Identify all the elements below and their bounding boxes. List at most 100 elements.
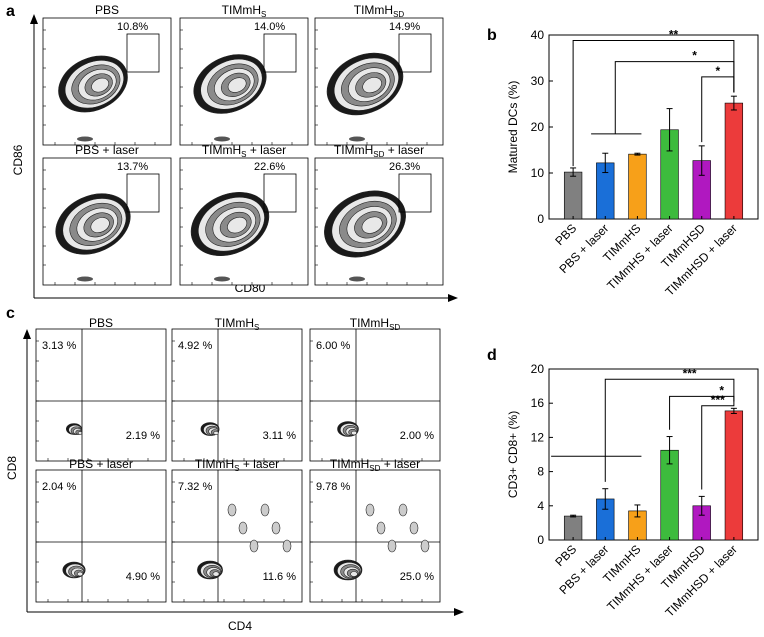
contour-ring [77, 136, 93, 142]
gate-percentage: 26.3% [389, 161, 420, 173]
contour-ring [351, 430, 357, 436]
contour-ring [409, 521, 419, 535]
flow-plot-a-3: TIMmHSD 14.9% [314, 3, 444, 146]
significance-label: *** [711, 393, 725, 407]
flow-plot-a-title: TIMmHSD [354, 3, 405, 19]
bar-3 [628, 153, 647, 220]
contour-ring [350, 571, 358, 577]
flow-plot-a-4: PBS + laser 13.7% [42, 143, 172, 286]
quadrant-upper-left-value: 7.32 % [178, 481, 212, 493]
flow-plot-a-title-sub: S [261, 10, 266, 19]
quadrant-upper-left-value: 6.00 % [316, 340, 350, 352]
contour-ring [282, 539, 292, 553]
panel-label-d: d [487, 347, 497, 364]
contour-ring [361, 216, 383, 234]
contour-ring [387, 539, 397, 553]
flow-plot-a-title-sub: S [241, 150, 246, 159]
panel-c-xlabel: CD4 [228, 619, 252, 633]
contour-ring [271, 521, 281, 535]
panel-c-axes [23, 329, 464, 616]
plot-frame [35, 469, 167, 603]
contour-ring [214, 136, 230, 142]
quadrant-upper-left-value: 3.13 % [42, 340, 76, 352]
flow-plot-c-title: TIMmHS [215, 316, 260, 332]
contour-ring [349, 136, 365, 142]
significance-label: * [692, 49, 697, 63]
contour-ring [365, 503, 375, 517]
flow-plot-a-title-main: TIMmH [222, 3, 261, 17]
contour-ring [349, 276, 365, 282]
panel-label-c: c [6, 305, 15, 322]
gate-percentage: 14.9% [389, 21, 420, 33]
gate-box [126, 173, 160, 213]
significance-bracket [701, 401, 735, 490]
flow-plot-a-title-main: TIMmH [354, 3, 393, 17]
plot-frame [309, 328, 441, 462]
flow-plot-c-title-sub: SD [369, 464, 380, 473]
flow-plot-c-title: TIMmHSD + laser [330, 457, 420, 473]
flow-plot-a-5: TIMmHS + laser 22.6% [179, 143, 309, 286]
gate-percentage: 14.0% [254, 21, 285, 33]
plot-frame [548, 368, 759, 541]
flow-plot-c-title-suffix: + laser [380, 457, 420, 471]
flow-plot-c-title: TIMmHS + laser [195, 457, 279, 473]
y-tick-label: 40 [531, 28, 545, 42]
y-tick-label: 10 [531, 166, 545, 180]
gate-box [398, 33, 432, 73]
flow-plot-c-1: PBS 3.13 % 2.19 % [35, 316, 167, 462]
contour-ring [398, 503, 408, 517]
flow-plot-c-5: TIMmHS + laser 7.32 % 11.6 % [171, 457, 303, 603]
bar-6 [724, 410, 744, 541]
contour-ring [238, 521, 248, 535]
quadrant-lower-right-value: 2.00 % [400, 430, 434, 442]
contour-ring [77, 431, 83, 435]
gate-box [263, 173, 297, 213]
flow-plot-c-4: PBS + laser 2.04 % 4.90 % [35, 457, 167, 603]
flow-plot-a-title-suffix: + laser [246, 143, 286, 157]
significance-bracket [669, 395, 735, 430]
flow-plot-c-title: PBS + laser [69, 457, 133, 471]
quadrant-upper-left-value: 4.92 % [178, 340, 212, 352]
significance-label: *** [683, 366, 697, 380]
contour-ring [227, 216, 248, 234]
y-axis-label: Matured DCs (%) [506, 81, 520, 174]
gate-percentage: 13.7% [117, 161, 148, 173]
x-tick-label: PBS [552, 221, 579, 248]
flow-plot-c-6: TIMmHSD + laser 9.78 % 25.0 % [309, 457, 441, 603]
flow-plot-c-title-sub: SD [389, 323, 400, 332]
gate-percentage: 10.8% [117, 21, 148, 33]
flow-plot-a-title-main: TIMmH [334, 143, 373, 157]
quadrant-upper-left-value: 2.04 % [42, 481, 76, 493]
significance-bracket [604, 378, 735, 482]
y-tick-label: 12 [531, 430, 545, 444]
panel-label-a: a [6, 3, 15, 20]
flow-plot-c-title-main: TIMmH [215, 316, 254, 330]
contour-ring [227, 77, 247, 93]
gate-box [126, 33, 160, 73]
flow-plot-a-title: PBS + laser [75, 143, 139, 157]
y-tick-label: 0 [537, 533, 544, 547]
flow-plot-a-6: TIMmHSD + laser 26.3% [314, 143, 444, 286]
flow-plot-a-1: PBS 10.8% [42, 3, 172, 146]
flow-plot-c-title-main: TIMmH [195, 457, 234, 471]
quadrant-lower-right-value: 11.6 % [263, 571, 297, 583]
flow-plot-a-title-suffix: + laser [384, 143, 424, 157]
contour-ring [249, 539, 259, 553]
gate-box [263, 33, 297, 73]
quadrant-lower-right-value: 3.11 % [263, 430, 297, 442]
flow-plot-a-title: TIMmHSD + laser [334, 143, 424, 159]
quadrant-upper-left-value: 9.78 % [316, 481, 350, 493]
contour-ring [376, 521, 386, 535]
x-tick-label: PBS [552, 542, 579, 569]
y-tick-label: 4 [537, 499, 544, 513]
contour-ring [260, 503, 270, 517]
flow-plot-a-title-sub: SD [373, 150, 384, 159]
y-tick-label: 0 [537, 212, 544, 226]
contour-ring [212, 571, 220, 577]
panel-c-ylabel: CD8 [5, 456, 19, 480]
flow-plot-c-title-sub: S [254, 323, 259, 332]
flow-plot-a-title-main: TIMmH [202, 143, 241, 157]
